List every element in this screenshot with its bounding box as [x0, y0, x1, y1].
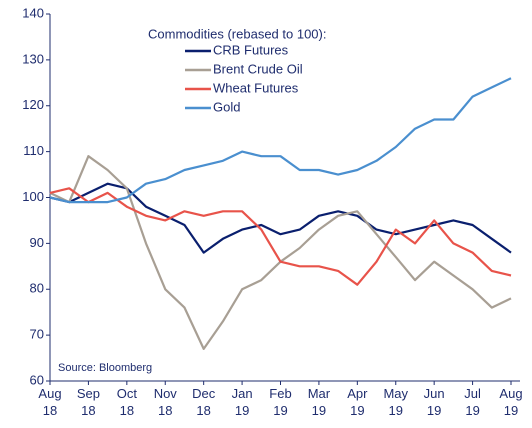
- source-note: Source: Bloomberg: [58, 362, 152, 374]
- x-tick-label: Jun 19: [424, 386, 445, 418]
- y-tick-label: 110: [23, 143, 44, 158]
- legend-label: Brent Crude Oil: [213, 61, 303, 76]
- legend-label: CRB Futures: [213, 42, 289, 57]
- x-tick-label: Mar 19: [308, 386, 331, 418]
- x-tick-label: Jan 19: [232, 386, 253, 418]
- x-tick-label: Aug 19: [499, 386, 522, 418]
- legend-title: Commodities (rebased to 100):: [148, 26, 326, 41]
- series-line: [49, 182, 512, 254]
- series-line: [49, 155, 512, 350]
- x-tick-label: Aug 18: [38, 386, 61, 418]
- x-tick-label: May 19: [383, 386, 408, 418]
- x-tick-label: Sep 18: [77, 386, 100, 418]
- legend-label: Gold: [213, 99, 240, 114]
- x-tick-label: Apr 19: [347, 386, 368, 418]
- y-tick-label: 130: [22, 51, 44, 66]
- series-line: [49, 77, 512, 204]
- x-tick-label: Nov 18: [154, 386, 178, 418]
- y-tick-label: 70: [30, 327, 44, 342]
- series-line: [49, 187, 512, 286]
- legend-label: Wheat Futures: [213, 80, 299, 95]
- y-tick-label: 90: [30, 235, 44, 250]
- y-tick-label: 100: [22, 189, 44, 204]
- y-tick-label: 60: [30, 372, 44, 387]
- x-tick-label: Jul 19: [464, 386, 481, 418]
- y-tick-label: 80: [30, 281, 44, 296]
- y-tick-label: 120: [22, 97, 44, 112]
- y-tick-label: 140: [22, 5, 44, 20]
- x-tick-label: Dec 18: [192, 386, 216, 418]
- x-tick-label: Oct 18: [117, 386, 138, 418]
- x-tick-label: Feb 19: [269, 386, 291, 418]
